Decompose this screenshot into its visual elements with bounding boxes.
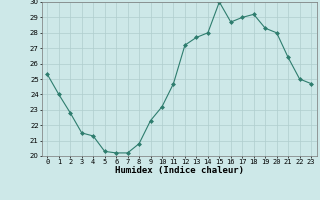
X-axis label: Humidex (Indice chaleur): Humidex (Indice chaleur) (115, 166, 244, 175)
